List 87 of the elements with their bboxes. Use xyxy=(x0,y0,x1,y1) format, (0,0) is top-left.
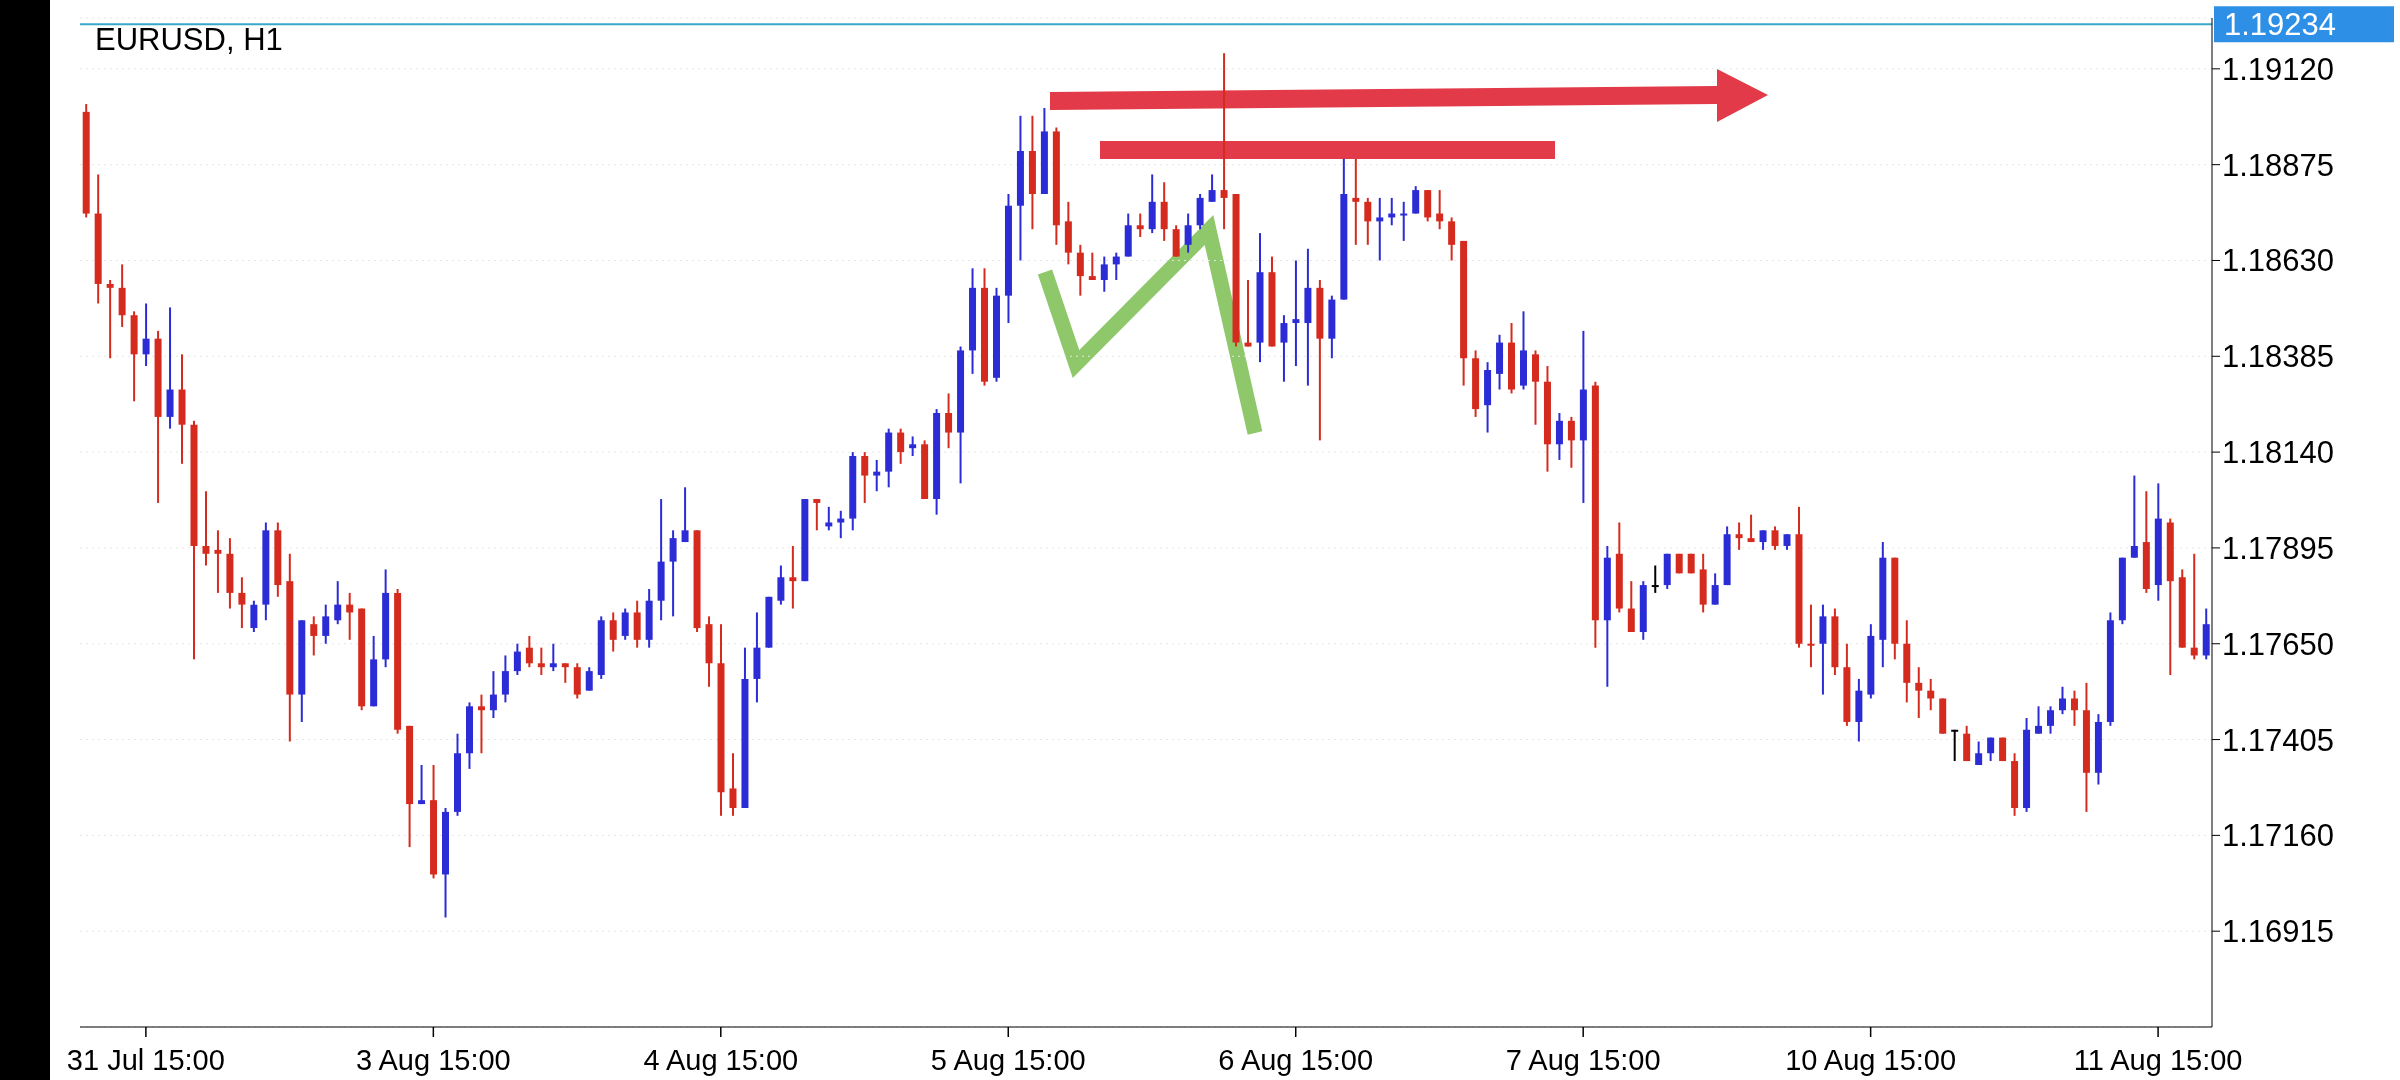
y-tick-label: 1.17160 xyxy=(2222,818,2335,854)
candlestick xyxy=(214,529,222,594)
candlestick xyxy=(418,763,426,806)
candlestick xyxy=(1280,314,1288,383)
candlestick xyxy=(873,458,881,493)
y-tick-label: 1.16915 xyxy=(2222,914,2335,950)
candlestick xyxy=(1711,572,1719,606)
candlestick xyxy=(1292,259,1300,368)
candlestick xyxy=(1400,200,1408,242)
x-tick-label: 7 Aug 15:00 xyxy=(1505,1044,1661,1076)
candlestick xyxy=(310,615,318,657)
candlestick xyxy=(1771,525,1779,551)
candlestick xyxy=(238,576,246,630)
x-tick-label: 6 Aug 15:00 xyxy=(1218,1044,1374,1076)
y-tick-label: 1.17405 xyxy=(2222,722,2335,758)
candlestick xyxy=(1975,740,1983,766)
chart-title: EURUSD, H1 xyxy=(95,22,283,58)
candlestick xyxy=(477,693,485,755)
candlestick xyxy=(513,642,521,677)
candlestick xyxy=(1136,212,1144,239)
ref-line-label: 1.19234 xyxy=(2224,7,2337,43)
y-tick-label: 1.18630 xyxy=(2222,243,2335,279)
candlestick xyxy=(1915,666,1923,720)
candlestick xyxy=(1208,173,1216,203)
x-tick-label: 4 Aug 15:00 xyxy=(643,1044,799,1076)
candlestick xyxy=(106,279,114,360)
candlestick xyxy=(729,752,737,817)
candlestick xyxy=(489,670,497,720)
candlestick xyxy=(1364,196,1372,246)
candlestick xyxy=(621,607,629,641)
y-tick-label: 1.19120 xyxy=(2222,51,2335,87)
candlestick xyxy=(1352,157,1360,246)
candlestick xyxy=(2047,705,2055,735)
candlestick xyxy=(1184,212,1192,254)
candlestick xyxy=(1376,196,1384,262)
candlestick xyxy=(561,662,569,684)
candlestick xyxy=(1567,415,1575,469)
candlestick xyxy=(334,580,342,626)
candlestick xyxy=(789,544,797,610)
candlestick xyxy=(549,642,557,673)
x-tick-label: 3 Aug 15:00 xyxy=(355,1044,511,1076)
x-tick-label: 31 Jul 15:00 xyxy=(66,1044,225,1076)
candlestick xyxy=(322,603,330,645)
candlestick xyxy=(669,529,677,618)
x-tick-label: 10 Aug 15:00 xyxy=(1785,1044,1957,1076)
candlestick xyxy=(897,427,905,465)
y-tick-label: 1.18385 xyxy=(2222,339,2335,375)
candlestick xyxy=(861,451,869,504)
candlestick xyxy=(1747,513,1755,544)
candlestick xyxy=(1651,564,1659,594)
x-tick-label: 5 Aug 15:00 xyxy=(930,1044,1086,1076)
candlestick xyxy=(537,646,545,677)
candlestick xyxy=(1100,255,1108,293)
candlestick xyxy=(585,666,593,692)
candlestick xyxy=(250,599,258,633)
candlestick xyxy=(813,498,821,532)
y-tick-label: 1.17895 xyxy=(2222,530,2335,566)
candlestick xyxy=(1076,243,1084,297)
candlestick xyxy=(777,564,785,606)
candlestick xyxy=(2070,689,2078,727)
candlestick xyxy=(1807,603,1815,669)
candlestick xyxy=(2058,685,2066,716)
candlestick xyxy=(909,435,917,458)
candlestick xyxy=(202,490,210,567)
candlestick xyxy=(1448,216,1456,262)
candlestick xyxy=(1759,529,1767,551)
candlestick xyxy=(609,611,617,653)
candlestick xyxy=(1555,412,1563,461)
candlestick xyxy=(1627,580,1635,633)
candlestick xyxy=(837,509,845,540)
candlestick xyxy=(1412,185,1420,215)
candlestick xyxy=(142,302,150,368)
candlestick xyxy=(525,634,533,669)
candlestick xyxy=(1951,728,1959,763)
y-tick-label: 1.18875 xyxy=(2222,147,2335,183)
y-tick-label: 1.18140 xyxy=(2222,435,2335,471)
x-tick-label: 11 Aug 15:00 xyxy=(2073,1044,2243,1076)
candlestick xyxy=(2130,474,2138,559)
y-tick-label: 1.17650 xyxy=(2222,626,2335,662)
candlestick xyxy=(2035,705,2043,735)
candlestick xyxy=(1088,251,1096,282)
candlestick xyxy=(1735,521,1743,551)
candlestick xyxy=(945,392,953,450)
candlestick xyxy=(681,486,689,544)
candlestick xyxy=(501,654,509,704)
candlestick xyxy=(1220,52,1228,231)
candlestick xyxy=(1244,279,1252,348)
